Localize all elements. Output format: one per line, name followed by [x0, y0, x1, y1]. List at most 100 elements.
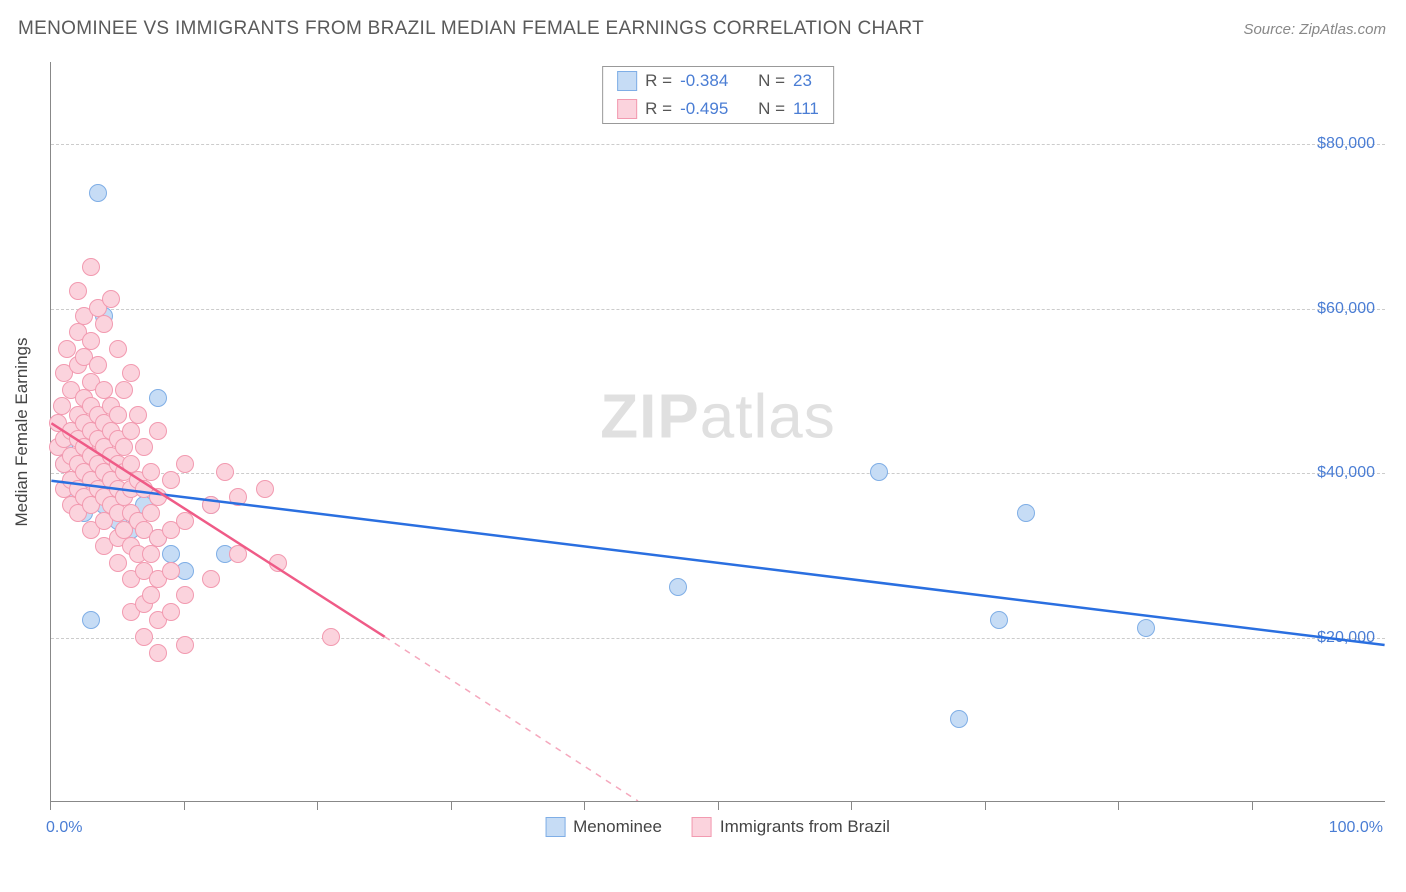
r-value: -0.495 [680, 99, 750, 119]
data-point [115, 438, 133, 456]
x-tick [1252, 802, 1253, 810]
legend-swatch [692, 817, 712, 837]
data-point [162, 562, 180, 580]
data-point [129, 406, 147, 424]
gridline [51, 638, 1385, 639]
data-point [102, 290, 120, 308]
data-point [1137, 619, 1155, 637]
r-label: R = [645, 99, 672, 119]
x-tick [184, 802, 185, 810]
data-point [1017, 504, 1035, 522]
data-point [176, 455, 194, 473]
n-value: 111 [793, 99, 819, 119]
data-point [58, 340, 76, 358]
data-point [322, 628, 340, 646]
legend-swatch [617, 99, 637, 119]
data-point [122, 455, 140, 473]
plot-area: ZIPatlas $20,000 $40,000 $60,000 $80,000 R … [50, 62, 1385, 802]
legend-series-label: Menominee [573, 817, 662, 837]
x-axis-min: 0.0% [46, 819, 82, 837]
legend-correlation: R = -0.384 N = 23 R = -0.495 N = 111 [602, 66, 834, 124]
source-label: Source: ZipAtlas.com [1243, 21, 1386, 38]
data-point [142, 504, 160, 522]
data-point [109, 406, 127, 424]
y-axis-label: Median Female Earnings [12, 338, 32, 527]
data-point [149, 389, 167, 407]
y-tick-label: $80,000 [1317, 135, 1375, 153]
data-point [135, 438, 153, 456]
data-point [176, 636, 194, 654]
data-point [229, 545, 247, 563]
x-axis-max: 100.0% [1329, 819, 1383, 837]
data-point [142, 545, 160, 563]
gridline [51, 144, 1385, 145]
data-point [135, 628, 153, 646]
legend-series: Menominee Immigrants from Brazil [545, 817, 890, 837]
x-tick [317, 802, 318, 810]
data-point [115, 381, 133, 399]
r-label: R = [645, 71, 672, 91]
y-tick-label: $20,000 [1317, 629, 1375, 647]
gridline [51, 473, 1385, 474]
data-point [950, 710, 968, 728]
legend-correlation-row: R = -0.384 N = 23 [603, 67, 833, 95]
data-point [256, 480, 274, 498]
data-point [176, 512, 194, 530]
data-point [149, 422, 167, 440]
r-value: -0.384 [680, 71, 750, 91]
data-point [669, 578, 687, 596]
data-point [142, 463, 160, 481]
legend-series-item: Menominee [545, 817, 662, 837]
data-point [95, 381, 113, 399]
data-point [149, 488, 167, 506]
n-label: N = [758, 71, 785, 91]
data-point [69, 282, 87, 300]
data-point [162, 603, 180, 621]
data-point [149, 644, 167, 662]
data-point [109, 554, 127, 572]
data-point [82, 258, 100, 276]
data-point [109, 340, 127, 358]
gridline [51, 309, 1385, 310]
n-label: N = [758, 99, 785, 119]
data-point [122, 364, 140, 382]
data-point [870, 463, 888, 481]
data-point [82, 332, 100, 350]
legend-swatch [617, 71, 637, 91]
data-point [229, 488, 247, 506]
y-tick-label: $60,000 [1317, 300, 1375, 318]
legend-correlation-row: R = -0.495 N = 111 [603, 95, 833, 123]
data-point [202, 570, 220, 588]
data-point [162, 471, 180, 489]
watermark: ZIPatlas [600, 381, 835, 452]
data-point [216, 463, 234, 481]
data-point [89, 184, 107, 202]
legend-swatch [545, 817, 565, 837]
data-point [82, 611, 100, 629]
x-tick [584, 802, 585, 810]
legend-series-item: Immigrants from Brazil [692, 817, 890, 837]
chart: ZIPatlas $20,000 $40,000 $60,000 $80,000 R … [50, 62, 1385, 802]
legend-series-label: Immigrants from Brazil [720, 817, 890, 837]
data-point [176, 586, 194, 604]
trend-line [385, 637, 638, 801]
data-point [142, 586, 160, 604]
trend-line [51, 481, 1384, 645]
data-point [122, 422, 140, 440]
data-point [162, 545, 180, 563]
data-point [95, 315, 113, 333]
x-tick [985, 802, 986, 810]
x-tick [451, 802, 452, 810]
x-tick [1118, 802, 1119, 810]
data-point [269, 554, 287, 572]
header: MENOMINEE VS IMMIGRANTS FROM BRAZIL MEDI… [0, 0, 1406, 50]
chart-title: MENOMINEE VS IMMIGRANTS FROM BRAZIL MEDI… [18, 18, 924, 40]
n-value: 23 [793, 71, 812, 91]
x-tick [851, 802, 852, 810]
data-point [89, 356, 107, 374]
y-tick-label: $40,000 [1317, 464, 1375, 482]
data-point [202, 496, 220, 514]
x-tick [718, 802, 719, 810]
data-point [990, 611, 1008, 629]
x-tick [50, 802, 51, 810]
